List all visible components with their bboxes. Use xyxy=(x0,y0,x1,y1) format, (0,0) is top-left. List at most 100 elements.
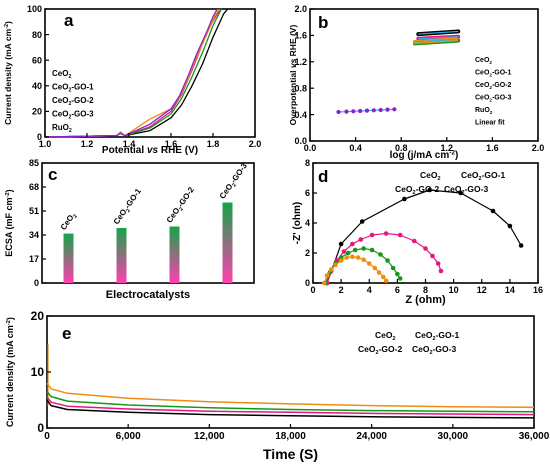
data-point-CeO2 xyxy=(490,208,496,214)
panel-b-x-axis-label: log (j/mA cm-2​) xyxy=(390,150,459,162)
bar-CeO2 xyxy=(63,233,74,283)
panel-c-y-tick-label: 0 xyxy=(34,278,39,288)
data-point-CeO2-GO-1 xyxy=(438,268,444,274)
panel-a-x-tick-label: 1.0 xyxy=(39,139,52,149)
data-point-CeO2-GO-1 xyxy=(423,246,428,251)
panel-c: CeO2​ CeO2​-GO-1 CeO2​-GO-2 CeO2​-GO-3 0 17 34… xyxy=(4,158,255,301)
panel-d-y-axis-label: -Z' (ohm) xyxy=(292,202,303,244)
data-point-CeO2-GO-3 xyxy=(383,278,389,284)
data-point-CeO2-GO-3 xyxy=(366,261,372,266)
data-point-RuO2 xyxy=(351,109,356,114)
data-point-CeO2-GO-1 xyxy=(358,237,364,242)
panel-b-y-tick-label: 1.6 xyxy=(294,31,307,41)
data-point-RuO2 xyxy=(392,107,397,112)
bar-label-CeO2-GO-1: CeO2​-GO-1 xyxy=(112,186,145,227)
panel-c-x-axis-label: Electrocatalysts xyxy=(106,289,190,301)
panel-d-y-tick-label: 8 xyxy=(305,158,310,168)
data-point-CeO2-GO-3 xyxy=(381,274,386,280)
data-point-CeO2-GO-1 xyxy=(350,241,355,247)
panel-a-x-axis-label: Potential vs RHE (V) xyxy=(102,145,198,156)
bar-label-CeO2-GO-3: CeO2​-GO-3 xyxy=(218,161,251,202)
legend-entry-CeO2-GO-1: CeO2​-GO-1 xyxy=(52,83,94,94)
legend-entry-CeO2-GO-2: CeO2​-GO-2 xyxy=(395,184,439,196)
panel-d-x-tick-label: 10 xyxy=(449,285,459,295)
data-point-CeO2-GO-2 xyxy=(361,246,366,251)
legend-entry-CeO2-GO-2: CeO2​-GO-2 xyxy=(358,344,402,356)
data-point-CeO2 xyxy=(359,219,365,224)
data-point-RuO2 xyxy=(336,109,341,115)
series-line-CeO2-GO-1 xyxy=(46,396,535,416)
legend-entry-CeO2-GO-3: CeO2​-GO-3 xyxy=(444,184,488,196)
panel-b-y-tick-label: 2.0 xyxy=(294,4,307,14)
panel-b: 0.0 0.4 0.8 1.2 1.6 2.0 0.0 0.4 0.8 1.2 1.6 2.0 b CeO… xyxy=(288,4,544,161)
panel-c-y-tick-label: 68 xyxy=(29,182,39,192)
panel-e-x-tick-label: 36,000 xyxy=(519,431,550,442)
panel-label-c: c xyxy=(48,165,57,184)
bar-label-CeO2-GO-2: CeO2​-GO-2 xyxy=(165,185,198,226)
panel-label-d: d xyxy=(318,167,328,186)
data-point-RuO2 xyxy=(371,108,376,113)
data-point-CeO2 xyxy=(518,243,524,248)
panel-b-y-tick-label: 0.0 xyxy=(294,136,307,146)
data-point-CeO2 xyxy=(458,190,463,196)
data-point-CeO2-GO-2 xyxy=(385,258,390,263)
bar-CeO2-GO-2 xyxy=(169,226,180,283)
panel-label-a: a xyxy=(64,11,74,30)
series-line-RuO2 xyxy=(44,8,218,138)
legend-entry-CeO2-GO-3: CeO2​-GO-3 xyxy=(475,95,511,103)
panel-a-y-tick-label: 80 xyxy=(32,30,42,40)
series-line-CeO2 xyxy=(326,189,522,284)
panel-b-y-tick-label: 0.4 xyxy=(294,110,307,120)
data-point-CeO2-GO-3 xyxy=(328,267,334,272)
data-point-CeO2-GO-3 xyxy=(338,258,344,263)
panel-e-x-tick-label: 24,000 xyxy=(356,431,387,442)
series-line-CeO2 xyxy=(46,399,535,419)
data-point-CeO2-GO-3 xyxy=(355,255,361,260)
panel-b-x-tick-label: 0.4 xyxy=(349,143,362,153)
legend-entry-CeO2-GO-1: CeO2​-GO-1 xyxy=(415,330,459,342)
panel-d-x-tick-label: 0 xyxy=(310,285,315,295)
data-point-CeO2-GO-2 xyxy=(345,250,351,256)
legend-entry-CeO2-GO-2: CeO2​-GO-2 xyxy=(475,82,511,90)
panel-e-x-tick-label: 18,000 xyxy=(275,431,306,442)
data-point-CeO2-GO-3 xyxy=(361,257,366,263)
panel-a-y-axis-label: Current density (mA cm-2​) xyxy=(3,21,13,125)
panel-c-y-axis-label: ECSA (mF cm-2​) xyxy=(4,189,14,256)
legend-entry-CeO2-GO-3: CeO2​-GO-3 xyxy=(412,344,456,356)
data-point-RuO2 xyxy=(364,108,370,113)
data-point-CeO2-GO-3 xyxy=(324,273,330,278)
panel-d-frame xyxy=(312,162,539,284)
panel-a-frame xyxy=(44,8,256,138)
panel-b-frame xyxy=(309,8,539,142)
panel-d-x-tick-label: 4 xyxy=(367,285,372,295)
data-point-CeO2-GO-3 xyxy=(321,280,327,286)
panel-d-x-tick-label: 6 xyxy=(395,285,400,295)
panel-e-x-axis-label: Time (S) xyxy=(263,446,318,462)
panel-a-x-tick-label: 2.0 xyxy=(249,139,262,149)
panel-label-b: b xyxy=(318,13,328,32)
panel-a-y-tick-label: 0 xyxy=(37,132,42,142)
data-point-CeO2-GO-1 xyxy=(383,231,389,236)
fit-line-CeO2-GO-1 xyxy=(418,36,459,40)
panel-d-x-tick-label: 16 xyxy=(533,285,543,295)
panel-a-y-tick-label: 60 xyxy=(32,55,42,65)
panel-e-y-tick-label: 0 xyxy=(37,421,44,435)
panel-e: 0 6,000 12,000 18,000 24,000 30,000 36,000 0 10 2… xyxy=(5,309,550,462)
data-point-RuO2 xyxy=(358,108,363,114)
panel-e-x-tick-label: 0 xyxy=(44,431,50,442)
legend-entry-CeO2: CeO2​ xyxy=(420,170,441,182)
panel-d-x-tick-label: 14 xyxy=(505,285,515,295)
panel-b-y-tick-label: 0.8 xyxy=(294,83,307,93)
data-point-CeO2-GO-3 xyxy=(350,254,355,260)
panel-d-x-tick-label: 8 xyxy=(423,285,428,295)
panel-d-x-tick-label: 2 xyxy=(339,285,344,295)
data-point-CeO2-GO-3 xyxy=(333,262,338,268)
data-point-CeO2-GO-2 xyxy=(352,247,358,253)
legend-entry-CeO2: CeO2​ xyxy=(52,69,71,80)
panel-d-x-tick-label: 12 xyxy=(477,285,487,295)
data-point-CeO2-GO-1 xyxy=(341,249,347,254)
panel-d: 024681012141602468dCeO2​CeO2​-GO-1CeO2​-… xyxy=(292,158,543,306)
panel-a-y-tick-label: 100 xyxy=(27,4,42,14)
legend-entry-CeO2-GO-1: CeO2​-GO-1 xyxy=(461,170,505,182)
